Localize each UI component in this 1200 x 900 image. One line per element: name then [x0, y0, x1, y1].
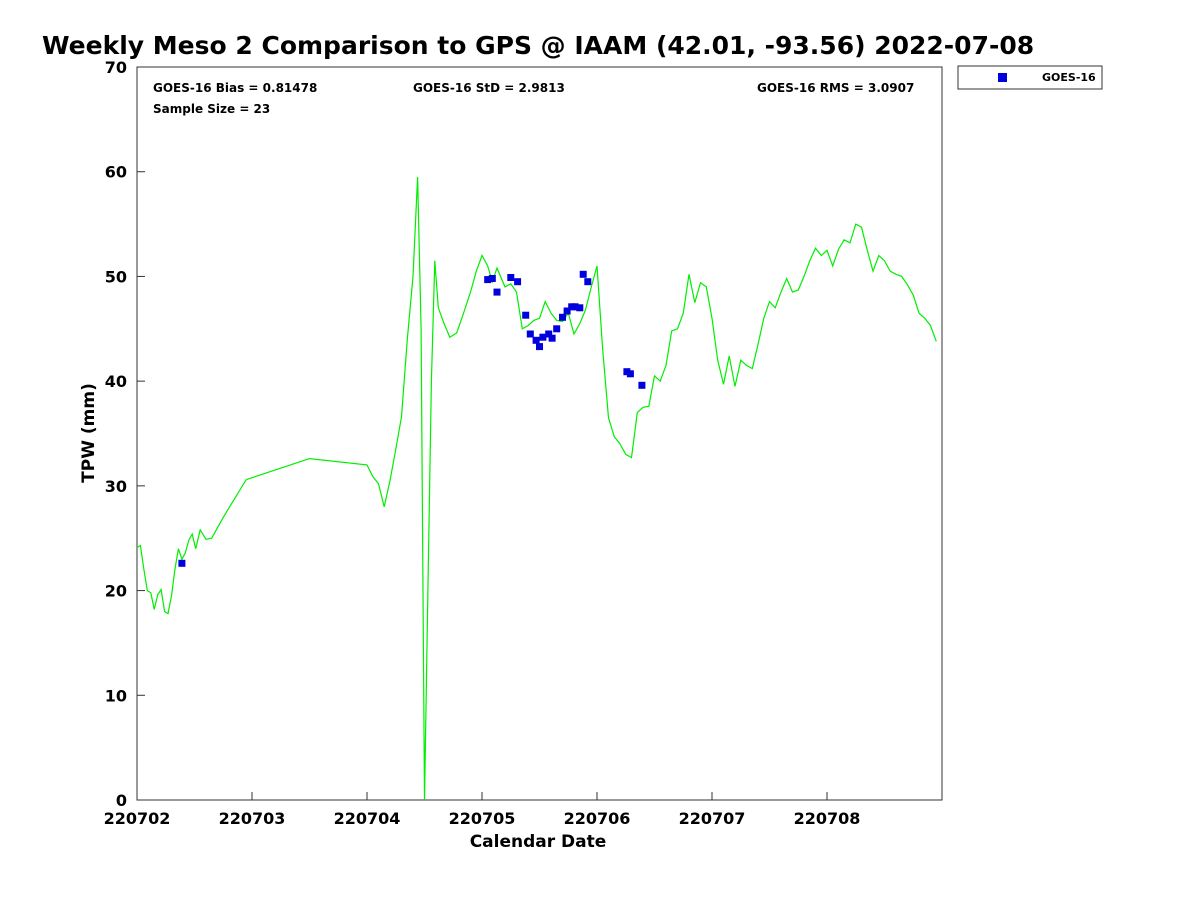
legend-marker: [998, 73, 1007, 82]
x-tick-label: 220708: [794, 809, 861, 828]
goes16-point: [522, 311, 530, 319]
goes16-point: [545, 330, 553, 338]
y-axis-label: TPW (mm): [79, 383, 99, 483]
y-tick-label: 10: [105, 686, 127, 705]
goes16-point: [484, 276, 492, 284]
legend-box: [957, 65, 1103, 90]
legend: GOES-16: [957, 65, 1103, 90]
goes16-point: [579, 270, 587, 278]
x-tick-label: 220703: [219, 809, 286, 828]
stat-sample-size: Sample Size = 23: [153, 102, 270, 116]
goes16-point: [576, 304, 584, 312]
y-tick-label: 0: [116, 791, 127, 810]
legend-label-goes16: GOES-16: [1042, 71, 1096, 84]
axis-ticks: 220702 220703 220704 220705 220706 220707 2207…: [104, 58, 861, 828]
goes16-point: [638, 381, 646, 389]
goes16-point: [526, 330, 534, 338]
gps-tpw-line: [136, 176, 937, 801]
y-tick-label: 20: [105, 582, 127, 601]
goes16-point: [584, 278, 592, 286]
x-tick-label: 220705: [449, 809, 516, 828]
goes16-point: [178, 559, 186, 567]
goes16-point: [626, 370, 634, 378]
y-tick-label: 40: [105, 372, 127, 391]
goes16-point: [571, 303, 579, 311]
x-tick-label: 220707: [679, 809, 746, 828]
y-tick-label: 50: [105, 267, 127, 286]
goes16-points: [178, 270, 646, 567]
x-tick-label: 220702: [104, 809, 171, 828]
x-tick-label: 220704: [334, 809, 401, 828]
goes16-point: [536, 343, 543, 351]
goes16-point: [507, 274, 515, 281]
goes16-point: [488, 275, 496, 282]
stat-bias: GOES-16 Bias = 0.81478: [153, 81, 317, 95]
goes16-point: [553, 325, 561, 333]
goes16-point: [559, 313, 566, 321]
chart-title: Weekly Meso 2 Comparison to GPS @ IAAM (…: [42, 31, 1034, 60]
goes16-point: [539, 333, 547, 341]
plot-frame: [136, 66, 943, 801]
y-tick-label: 70: [105, 58, 127, 77]
stat-std: GOES-16 StD = 2.9813: [413, 81, 565, 95]
goes16-point: [493, 288, 501, 296]
gps-line-series: [136, 176, 937, 801]
y-tick-label: 60: [105, 163, 127, 182]
goes16-point: [548, 334, 556, 342]
y-tick-label: 30: [105, 477, 127, 496]
stat-rms: GOES-16 RMS = 3.0907: [757, 81, 914, 95]
x-axis-label: Calendar Date: [470, 832, 607, 852]
goes16-point: [563, 307, 571, 315]
goes16-point: [514, 278, 522, 286]
goes16-point: [532, 336, 540, 344]
x-tick-label: 220706: [564, 809, 631, 828]
